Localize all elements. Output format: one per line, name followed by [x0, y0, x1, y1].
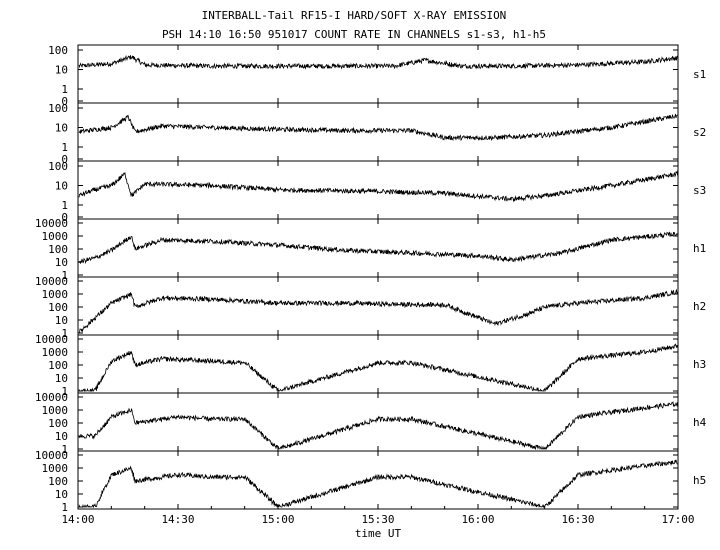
- panel-frame: [77, 392, 679, 452]
- y-tick-label: 1: [61, 443, 68, 456]
- channel-label: s3: [693, 184, 706, 197]
- y-tick-label: 10000: [35, 275, 68, 288]
- y-tick-label: 1000: [42, 462, 69, 475]
- y-tick-label: 1000: [42, 346, 69, 359]
- y-tick-label: 10: [55, 430, 68, 443]
- y-tick-label: 1: [61, 385, 68, 398]
- series-line-h4: [78, 401, 678, 451]
- y-tick-label: 10000: [35, 217, 68, 230]
- x-tick-label: 15:30: [361, 513, 394, 526]
- panel-frame: [77, 450, 679, 510]
- channel-label: h4: [693, 416, 707, 429]
- y-tick-label: 100: [48, 44, 68, 57]
- y-tick-label: 10: [55, 122, 68, 135]
- panel-frame: [77, 102, 679, 162]
- y-tick-label: 10000: [35, 449, 68, 462]
- panel-frame: [77, 276, 679, 336]
- y-tick-label: 100: [48, 243, 68, 256]
- y-tick-label: 100: [48, 417, 68, 430]
- y-tick-label: 100: [48, 160, 68, 173]
- series-line-s2: [78, 113, 678, 142]
- series-line-h5: [78, 459, 678, 509]
- series-line-s3: [78, 170, 678, 203]
- series-line-h1: [78, 231, 678, 265]
- series-line-h3: [78, 343, 678, 393]
- y-tick-label: 10: [55, 314, 68, 327]
- y-tick-label: 10: [55, 180, 68, 193]
- chart-title: INTERBALL-Tail RF15-I HARD/SOFT X-RAY EM…: [202, 9, 507, 22]
- y-tick-label: 1: [61, 327, 68, 340]
- panel-s3: 01 10 100 s3: [48, 160, 706, 224]
- y-tick-label: 0: [61, 95, 68, 108]
- y-tick-label: 100: [48, 475, 68, 488]
- y-tick-label: 10000: [35, 333, 68, 346]
- y-tick-label: 10: [55, 64, 68, 77]
- x-tick-label: 14:30: [161, 513, 194, 526]
- series-line-h2: [78, 288, 678, 334]
- channel-label: h2: [693, 300, 706, 313]
- y-tick-label: 1: [61, 83, 68, 96]
- y-tick-label: 1000: [42, 288, 69, 301]
- channel-label: h5: [693, 474, 706, 487]
- y-tick-label: 10: [55, 488, 68, 501]
- channel-label: h3: [693, 358, 706, 371]
- panel-frame: [77, 44, 679, 104]
- channel-label: s1: [693, 68, 706, 81]
- x-tick-label: 16:30: [561, 513, 594, 526]
- y-tick-label: 1: [61, 269, 68, 282]
- channel-label: s2: [693, 126, 706, 139]
- y-tick-label: 100: [48, 102, 68, 115]
- y-tick-label: 10: [55, 256, 68, 269]
- channel-label: h1: [693, 242, 706, 255]
- panel-frame: [77, 334, 679, 394]
- y-tick-label: 10000: [35, 391, 68, 404]
- y-tick-label: 1: [61, 501, 68, 514]
- panel-frame: [77, 218, 679, 278]
- x-tick-label: 15:00: [261, 513, 294, 526]
- series-line-s1: [78, 54, 678, 70]
- panel-s1: 01 10 100 s1: [48, 44, 706, 108]
- x-tick-label: 14:00: [61, 513, 94, 526]
- y-tick-label: 1000: [42, 230, 69, 243]
- x-axis-label: time UT: [355, 527, 402, 540]
- x-tick-label: 16:00: [461, 513, 494, 526]
- x-tick-label: 17:00: [661, 513, 694, 526]
- y-tick-label: 1000: [42, 404, 69, 417]
- panels-group: 0110100s10110100s20110100s31101001000100…: [35, 44, 707, 514]
- y-tick-label: 0: [61, 211, 68, 224]
- y-tick-label: 1: [61, 199, 68, 212]
- y-tick-label: 0: [61, 153, 68, 166]
- y-tick-label: 1: [61, 141, 68, 154]
- x-axis: 14:00 14:30 15:00 15:30 16:00 16:30 17:00: [61, 45, 695, 526]
- chart-subtitle: PSH 14:10 16:50 951017 COUNT RATE IN CHA…: [162, 28, 546, 41]
- y-tick-label: 10: [55, 372, 68, 385]
- y-tick-label: 100: [48, 359, 68, 372]
- panel-s2: 01 10 100 s2: [48, 102, 706, 166]
- y-tick-label: 100: [48, 301, 68, 314]
